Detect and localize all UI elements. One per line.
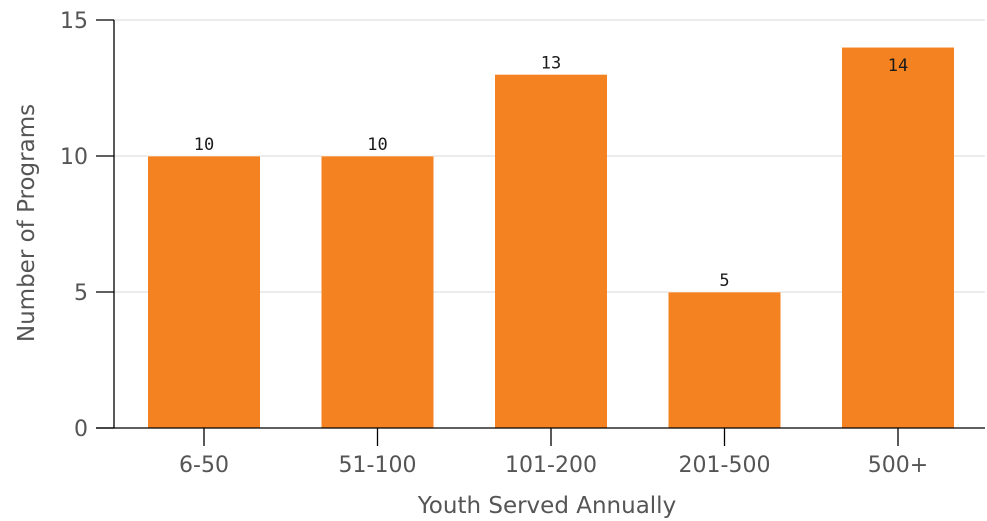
data-label: 10 bbox=[194, 135, 214, 155]
bar bbox=[148, 156, 260, 428]
x-axis-title: Youth Served Annually bbox=[417, 493, 676, 519]
data-label: 13 bbox=[541, 53, 561, 73]
bar bbox=[842, 47, 954, 428]
x-tick-label: 201-500 bbox=[679, 453, 771, 478]
y-axis: 0 5 10 15 bbox=[60, 9, 115, 442]
y-tick-label: 5 bbox=[74, 281, 88, 306]
x-tick-label: 51-100 bbox=[339, 453, 417, 478]
bars bbox=[148, 46, 954, 429]
y-axis-title: Number of Programs bbox=[14, 104, 40, 342]
bar bbox=[668, 292, 781, 428]
bar bbox=[495, 74, 607, 429]
x-tick-label: 500+ bbox=[868, 453, 928, 478]
bar bbox=[321, 156, 434, 428]
y-tick-label: 10 bbox=[60, 145, 88, 170]
y-tick-label: 0 bbox=[74, 417, 88, 442]
data-label: 10 bbox=[367, 135, 387, 155]
y-tick-label: 15 bbox=[60, 9, 88, 34]
x-axis: 6-50 51-100 101-200 201-500 500+ bbox=[96, 427, 985, 478]
x-tick-label: 101-200 bbox=[505, 453, 597, 478]
x-tick-label: 6-50 bbox=[179, 453, 229, 478]
data-label: 14 bbox=[888, 56, 908, 76]
data-label: 5 bbox=[719, 271, 729, 291]
data-labels: 10 10 13 5 14 bbox=[194, 53, 908, 291]
